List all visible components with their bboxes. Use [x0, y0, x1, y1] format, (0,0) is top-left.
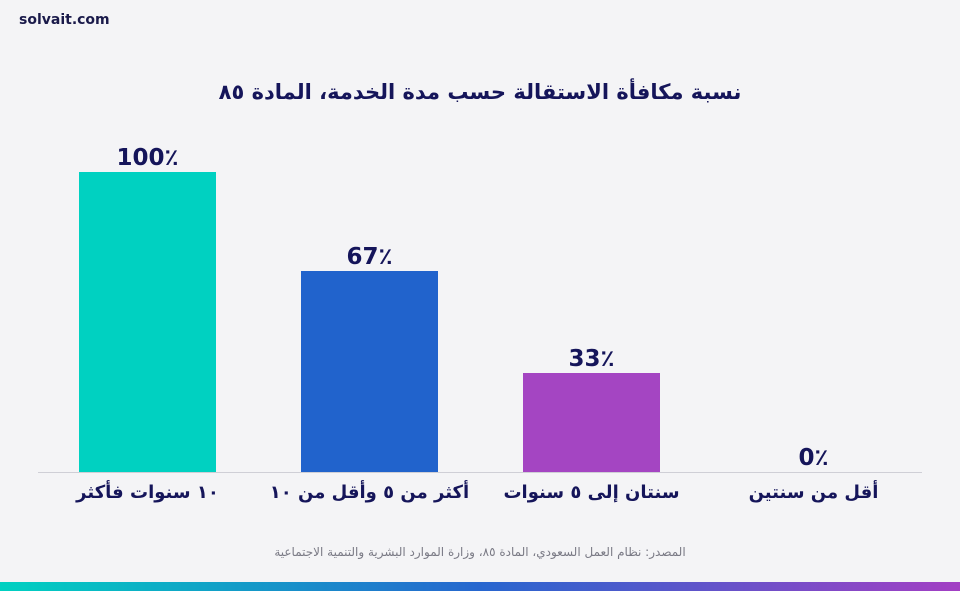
chart-title: نسبة مكافأة الاستقالة حسب مدة الخدمة، ال…: [218, 80, 742, 104]
source-note: المصدر: نظام العمل السعودي، المادة ٨٥، و…: [274, 545, 686, 559]
bar-3[interactable]: [523, 373, 660, 472]
category-label-2: أكثر من ٥ وأقل من ١٠: [270, 480, 469, 503]
category-label-4: أقل من سنتين: [749, 480, 879, 503]
brand-logo[interactable]: solvait.com: [19, 12, 110, 28]
bar-1[interactable]: [79, 172, 216, 472]
bar-2[interactable]: [301, 271, 438, 472]
footer-gradient-bar: [0, 582, 960, 591]
bar-value-label-1: 100٪: [116, 145, 178, 171]
bar-value-label-3: 33٪: [568, 346, 614, 372]
bar-value-label-2: 67٪: [346, 244, 392, 270]
category-label-3: سنتان إلى ٥ سنوات: [503, 482, 679, 503]
bar-value-label-4: 0٪: [798, 445, 828, 471]
category-label-1: ١٠ سنوات فأكثر: [75, 480, 219, 503]
